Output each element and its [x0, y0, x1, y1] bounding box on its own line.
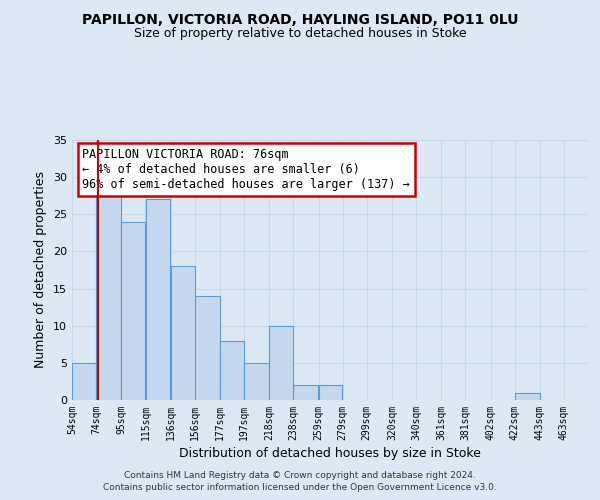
Bar [515, 392, 540, 400]
Text: Size of property relative to detached houses in Stoke: Size of property relative to detached ho… [134, 28, 466, 40]
Bar [121, 222, 145, 400]
X-axis label: Distribution of detached houses by size in Stoke: Distribution of detached houses by size … [179, 447, 481, 460]
Text: Contains public sector information licensed under the Open Government Licence v3: Contains public sector information licen… [103, 484, 497, 492]
Bar [244, 363, 269, 400]
Bar [171, 266, 194, 400]
Text: PAPILLON, VICTORIA ROAD, HAYLING ISLAND, PO11 0LU: PAPILLON, VICTORIA ROAD, HAYLING ISLAND,… [82, 12, 518, 26]
Bar [319, 385, 343, 400]
Text: PAPILLON VICTORIA ROAD: 76sqm
← 4% of detached houses are smaller (6)
96% of sem: PAPILLON VICTORIA ROAD: 76sqm ← 4% of de… [82, 148, 410, 191]
Text: Contains HM Land Registry data © Crown copyright and database right 2024.: Contains HM Land Registry data © Crown c… [124, 471, 476, 480]
Y-axis label: Number of detached properties: Number of detached properties [34, 172, 47, 368]
Bar [293, 385, 319, 400]
Bar [96, 192, 121, 400]
Bar [220, 340, 244, 400]
Bar [146, 200, 170, 400]
Bar [269, 326, 293, 400]
Bar [72, 363, 96, 400]
Bar [195, 296, 220, 400]
